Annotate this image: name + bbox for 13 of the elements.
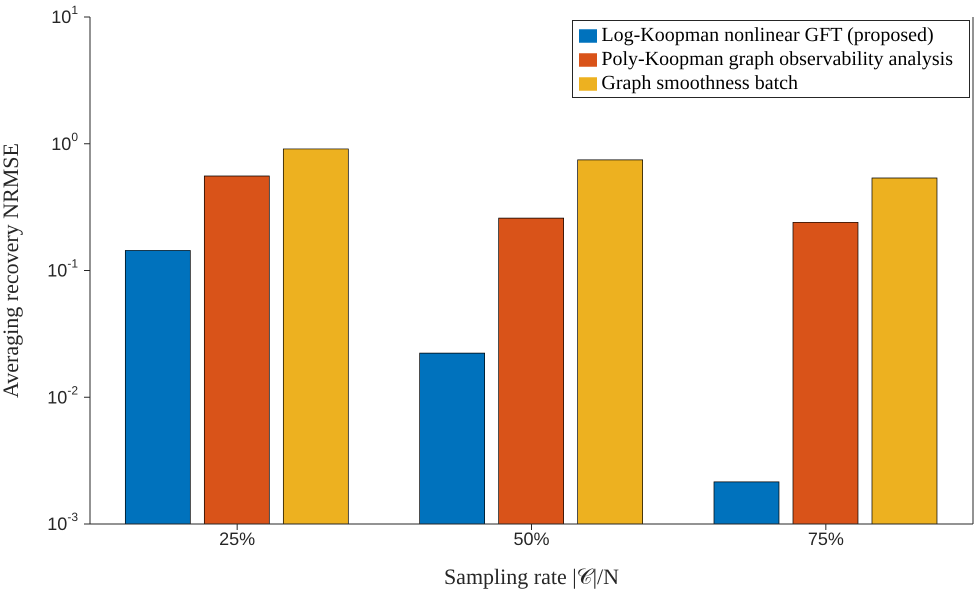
y-tick-label: 10$^{0}$	[51, 130, 78, 154]
legend-label: Poly-Koopman graph observability analysis	[601, 48, 953, 70]
legend-label: Graph smoothness batch	[601, 72, 798, 94]
x-tick-label: 75%	[808, 528, 844, 549]
x-tick-label: 50%	[513, 528, 550, 549]
y-axis-title: Averaging recovery NRMSE	[0, 143, 23, 398]
y-tick-label: 10$^{1}$	[51, 3, 78, 27]
y-tick-label: 10$^{-3}$	[47, 510, 78, 534]
x-axis-title: Sampling rate |𝒞|/N	[444, 564, 620, 589]
legend-label: Log-Koopman nonlinear GFT (proposed)	[601, 24, 934, 46]
x-tick-label: 25%	[219, 528, 256, 549]
y-tick-label: 10$^{-1}$	[47, 256, 78, 280]
y-tick-label: 10$^{-2}$	[47, 383, 78, 408]
